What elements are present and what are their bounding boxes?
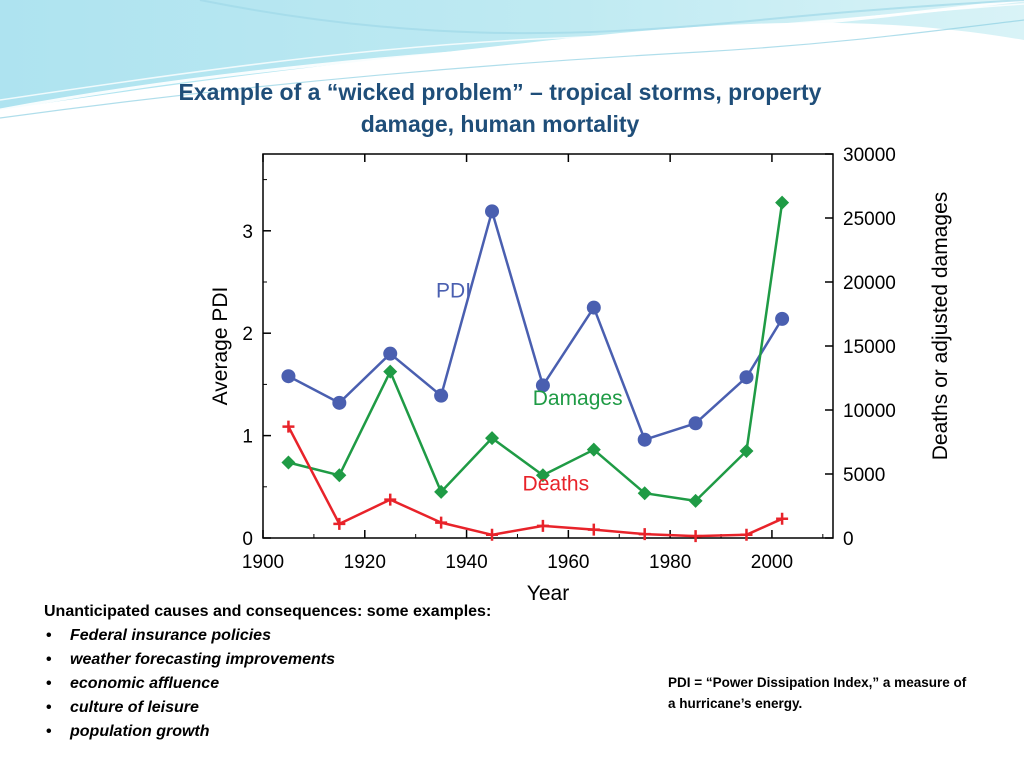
pdi-point [739, 370, 754, 385]
pdi-point [637, 432, 652, 447]
deaths-point [638, 528, 651, 541]
y-right-tick-label: 10000 [843, 401, 896, 422]
bullets-box: Unanticipated causes and consequences: s… [44, 600, 564, 744]
damages-point [383, 364, 398, 379]
list-item: • weather forecasting improvements [44, 648, 564, 672]
y-right-tick-label: 25000 [843, 209, 896, 230]
bullet-dot-icon: • [46, 699, 52, 716]
damages-point [281, 455, 296, 470]
slide-title-line-1: Example of a “wicked problem” – tropical… [178, 79, 822, 105]
header-banner [0, 0, 1024, 119]
pdi-point [535, 378, 550, 393]
damages-point [637, 486, 652, 501]
list-item: • population growth [44, 720, 564, 744]
damages-point [535, 468, 550, 483]
slide-title: Example of a “wicked problem” – tropical… [100, 76, 900, 140]
deaths-point [282, 420, 295, 433]
pdi-point [434, 388, 449, 403]
footnote-line-2: a hurricane’s energy. [668, 696, 803, 711]
bullet-dot-icon: • [46, 627, 52, 644]
bullet-text: weather forecasting improvements [70, 651, 335, 668]
deaths-point [776, 512, 789, 525]
list-item: • culture of leisure [44, 696, 564, 720]
series-label-pdi: PDI [436, 279, 471, 302]
damages-point [332, 468, 347, 483]
damages-point [485, 431, 500, 446]
bullet-dot-icon: • [46, 651, 52, 668]
x-tick-label: 1940 [445, 552, 487, 573]
deaths-point [333, 517, 346, 530]
x-tick-label: 1920 [344, 552, 386, 573]
deaths-point [536, 519, 549, 532]
y-left-tick-label: 1 [242, 427, 253, 448]
y-right-tick-label: 20000 [843, 273, 896, 294]
bullet-text: population growth [70, 723, 210, 740]
y-right-tick-label: 5000 [843, 465, 885, 486]
pdi-point [775, 311, 790, 326]
bullet-text: Federal insurance policies [70, 627, 271, 644]
y-right-tick-label: 0 [843, 529, 854, 550]
series-line-damages [288, 202, 784, 503]
pdi-damages-deaths-chart: 1900 1920 1940 1960 1980 20000123050001000015… [209, 145, 952, 605]
bullet-dot-icon: • [46, 723, 52, 740]
x-tick-label: 2000 [751, 552, 793, 573]
footnote-line-1: PDI = “Power Dissipation Index,” a measu… [668, 675, 967, 690]
bullet-text: culture of leisure [70, 699, 199, 716]
pdi-footnote: PDI = “Power Dissipation Index,” a measu… [668, 672, 1008, 714]
y-left-tick-label: 2 [242, 324, 253, 345]
deaths-point [435, 516, 448, 529]
list-item: • economic affluence [44, 672, 564, 696]
y-left-tick-label: 0 [242, 529, 253, 550]
damages-point [434, 484, 449, 499]
bullet-text: economic affluence [70, 675, 220, 692]
list-item: • Federal insurance policies [44, 624, 564, 648]
pdi-point [485, 204, 500, 219]
series-label-damages: Damages [533, 387, 623, 410]
chart-container: 1900 1920 1940 1960 1980 2000 0 1 2 3 0 5000 10000 15… [200, 143, 955, 613]
pdi-point [332, 395, 347, 410]
x-tick-label: 1900 [242, 552, 284, 573]
damages-point [586, 442, 601, 457]
damages-point [775, 195, 790, 210]
deaths-point [587, 523, 600, 536]
pdi-point [586, 300, 601, 315]
pdi-point [383, 346, 398, 361]
bullet-dot-icon: • [46, 675, 52, 692]
y-left-axis-title: Average PDI [209, 287, 232, 406]
deaths-point [740, 528, 753, 541]
y-right-tick-label: 30000 [843, 145, 896, 166]
y-right-axis-title: Deaths or adjusted damages [929, 192, 952, 461]
damages-point [688, 493, 703, 508]
pdi-point [281, 369, 296, 384]
pdi-point [688, 416, 703, 431]
bullets-heading: Unanticipated causes and consequences: s… [44, 603, 492, 620]
deaths-point [384, 493, 397, 506]
bullet-list: • Federal insurance policies • weather for… [44, 624, 564, 744]
slide-title-line-2: damage, human mortality [360, 111, 640, 137]
x-axis-title: Year [527, 582, 569, 605]
deaths-point [486, 528, 499, 541]
y-right-tick-label: 15000 [843, 337, 896, 358]
series-label-deaths: Deaths [523, 473, 590, 496]
y-left-tick-label: 3 [242, 222, 253, 243]
x-tick-label: 1980 [649, 552, 691, 573]
x-tick-label: 1960 [547, 552, 589, 573]
deaths-point [689, 530, 702, 543]
damages-point [739, 443, 754, 458]
